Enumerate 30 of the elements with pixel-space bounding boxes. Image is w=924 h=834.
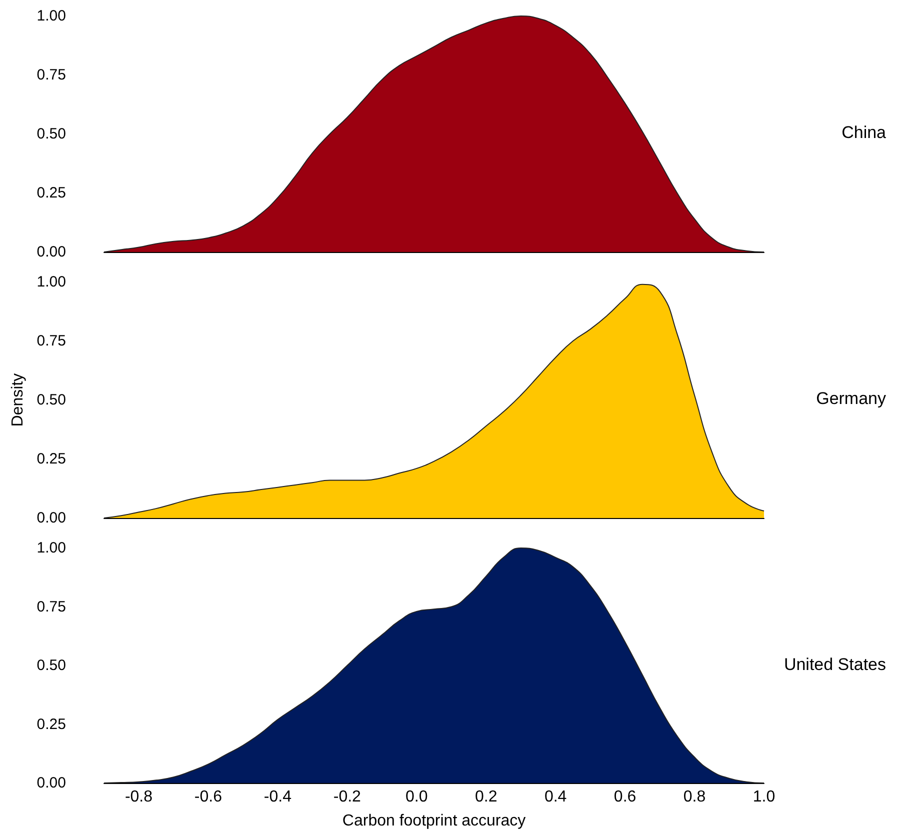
- y-tick-label: 1.00: [36, 274, 66, 290]
- x-tick-label: 0.0: [406, 788, 428, 806]
- x-tick-label: 0.2: [474, 788, 498, 806]
- y-tick-label: 0.50: [36, 126, 66, 142]
- text: United States: [784, 655, 886, 674]
- y-axis-title: Density: [10, 373, 26, 427]
- x-tick-label: -0.2: [333, 788, 362, 806]
- x-tick-label: -0.4: [264, 788, 292, 806]
- text: Germany: [816, 389, 886, 408]
- y-tick-label: 0.50: [36, 657, 66, 674]
- x-tick-label: 1.0: [752, 788, 776, 806]
- y-tick-label: 0.25: [36, 184, 66, 202]
- y-tick-label: 0.00: [36, 244, 66, 260]
- y-tick-label: 0.25: [36, 716, 66, 733]
- y-tick-label: 0.75: [36, 332, 66, 350]
- x-axis-title: Carbon footprint accuracy: [342, 812, 526, 830]
- y-tick-label: 0.75: [36, 598, 66, 616]
- y-tick-label: 0.00: [36, 510, 66, 526]
- x-tick-label: 0.6: [614, 788, 636, 806]
- y-tick-label: 1.00: [36, 540, 66, 556]
- y-tick-label: 1.00: [36, 8, 66, 24]
- x-tick-label: -0.8: [124, 788, 153, 806]
- y-tick-label: 0.00: [36, 774, 66, 792]
- x-tick-label: -0.6: [194, 788, 222, 806]
- y-tick-label: 0.50: [36, 392, 66, 408]
- y-tick-label: 0.75: [36, 66, 66, 84]
- x-tick-label: 0.4: [544, 788, 567, 806]
- y-tick-label: 0.25: [36, 450, 66, 468]
- text: China: [842, 123, 887, 142]
- x-tick-label: 0.8: [683, 788, 706, 806]
